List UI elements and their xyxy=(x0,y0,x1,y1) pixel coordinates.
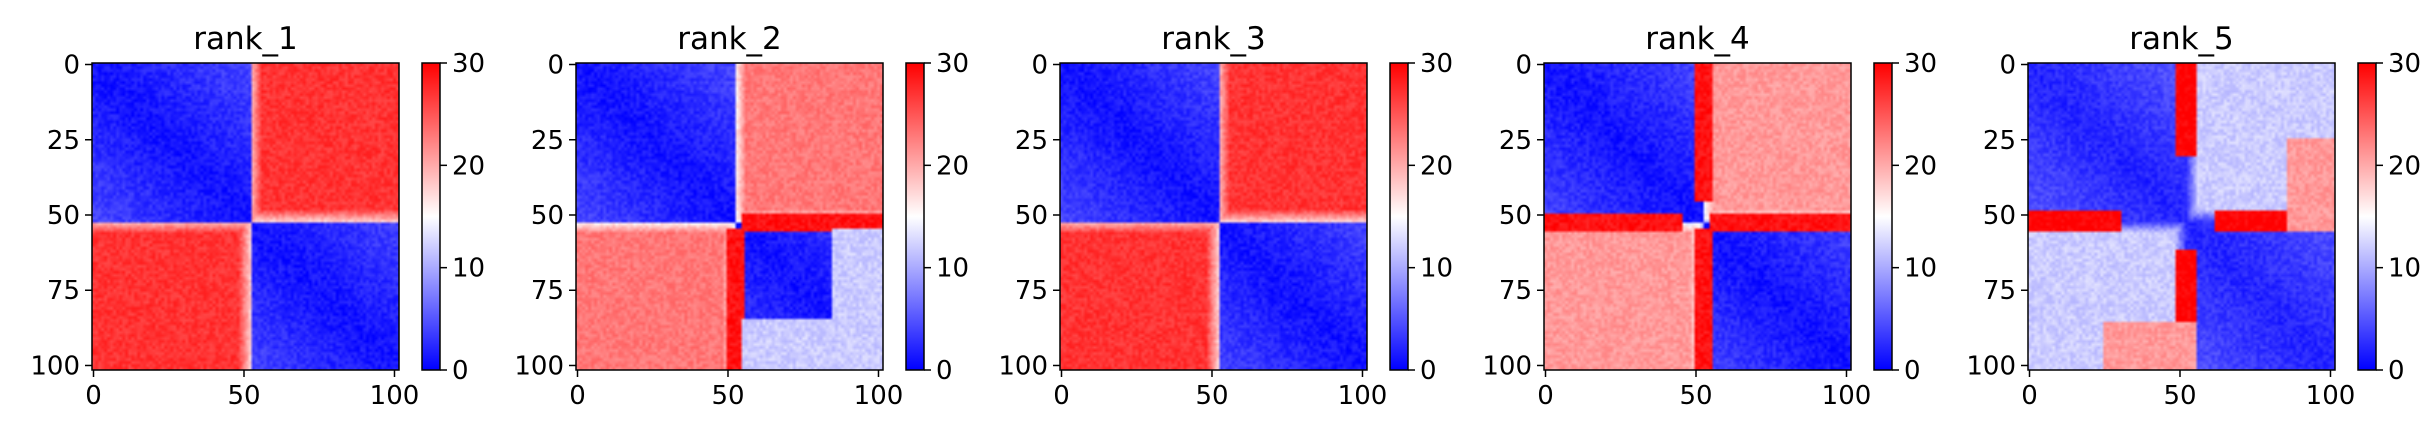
y-tick-label: 0 xyxy=(1031,51,1048,81)
colorbar-tick-label: 10 xyxy=(1904,254,1937,284)
y-tick-label: 100 xyxy=(1966,351,2016,381)
heatmap-image xyxy=(576,63,883,370)
x-tick-label: 100 xyxy=(2306,381,2356,411)
colorbar-tick-label: 30 xyxy=(936,49,969,79)
y-tick-label: 75 xyxy=(47,276,80,306)
heatmap-frame xyxy=(1543,62,1852,371)
heatmap-image xyxy=(92,63,399,370)
x-tick-label: 50 xyxy=(1195,381,1228,411)
x-tick-label: 100 xyxy=(854,381,904,411)
y-tick-label: 50 xyxy=(531,201,564,231)
y-tick-label: 100 xyxy=(1482,351,1532,381)
colorbar-frame xyxy=(2357,62,2377,371)
colorbar-frame xyxy=(905,62,925,371)
y-tick-label: 75 xyxy=(1015,276,1048,306)
y-tick-label: 0 xyxy=(63,51,80,81)
colorbar-tick-label: 0 xyxy=(2388,356,2405,386)
x-tick-label: 100 xyxy=(1338,381,1388,411)
y-tick-label: 100 xyxy=(998,351,1048,381)
y-tick-label: 50 xyxy=(1015,201,1048,231)
colorbar xyxy=(1390,63,1408,370)
y-tick-label: 100 xyxy=(514,351,564,381)
heatmap-frame xyxy=(575,62,884,371)
y-tick-label: 50 xyxy=(47,201,80,231)
x-tick-label: 50 xyxy=(2163,381,2196,411)
y-tick-label: 50 xyxy=(1983,201,2016,231)
x-tick-label: 0 xyxy=(85,381,102,411)
x-tick-label: 100 xyxy=(1822,381,1872,411)
subplot-title: rank_2 xyxy=(677,21,782,57)
y-tick-label: 25 xyxy=(47,126,80,156)
x-tick-label: 100 xyxy=(370,381,420,411)
colorbar-tick-label: 20 xyxy=(1904,151,1937,181)
y-tick-label: 75 xyxy=(531,276,564,306)
y-tick-label: 25 xyxy=(1983,126,2016,156)
heatmap-frame xyxy=(2027,62,2336,371)
colorbar-frame xyxy=(421,62,441,371)
y-tick-label: 50 xyxy=(1499,201,1532,231)
colorbar-frame xyxy=(1873,62,1893,371)
colorbar-tick-label: 10 xyxy=(936,254,969,284)
x-tick-label: 50 xyxy=(711,381,744,411)
colorbar-tick-label: 10 xyxy=(1420,254,1453,284)
colorbar-tick-label: 0 xyxy=(1420,356,1437,386)
y-tick-label: 100 xyxy=(30,351,80,381)
y-tick-label: 25 xyxy=(1499,126,1532,156)
y-tick-label: 0 xyxy=(1515,51,1532,81)
colorbar xyxy=(2358,63,2376,370)
colorbar-frame xyxy=(1389,62,1409,371)
x-tick-label: 50 xyxy=(227,381,260,411)
heatmap-frame xyxy=(1059,62,1368,371)
colorbar-tick-label: 0 xyxy=(936,356,953,386)
colorbar-tick-label: 20 xyxy=(936,151,969,181)
x-tick-label: 0 xyxy=(2021,381,2038,411)
colorbar-tick-label: 30 xyxy=(2388,49,2421,79)
heatmap-frame xyxy=(91,62,400,371)
colorbar-tick-label: 20 xyxy=(452,151,485,181)
x-tick-label: 0 xyxy=(1537,381,1554,411)
y-tick-label: 25 xyxy=(531,126,564,156)
y-tick-label: 75 xyxy=(1983,276,2016,306)
heatmap-image xyxy=(1544,63,1851,370)
x-tick-label: 50 xyxy=(1679,381,1712,411)
colorbar-tick-label: 10 xyxy=(2388,254,2421,284)
colorbar-tick-label: 0 xyxy=(452,356,469,386)
colorbar xyxy=(422,63,440,370)
subplot-title: rank_1 xyxy=(193,21,298,57)
heatmap-image xyxy=(2028,63,2335,370)
subplot-title: rank_3 xyxy=(1161,21,1266,57)
colorbar-tick-label: 30 xyxy=(1420,49,1453,79)
colorbar-tick-label: 20 xyxy=(1420,151,1453,181)
colorbar-tick-label: 30 xyxy=(452,49,485,79)
subplot-title: rank_4 xyxy=(1645,21,1750,57)
y-tick-label: 0 xyxy=(1999,51,2016,81)
y-tick-label: 25 xyxy=(1015,126,1048,156)
colorbar-tick-label: 20 xyxy=(2388,151,2421,181)
y-tick-label: 75 xyxy=(1499,276,1532,306)
colorbar-tick-label: 30 xyxy=(1904,49,1937,79)
y-tick-label: 0 xyxy=(547,51,564,81)
x-tick-label: 0 xyxy=(1053,381,1070,411)
x-tick-label: 0 xyxy=(569,381,586,411)
colorbar-tick-label: 10 xyxy=(452,254,485,284)
heatmap-image xyxy=(1060,63,1367,370)
colorbar xyxy=(1874,63,1892,370)
colorbar xyxy=(906,63,924,370)
colorbar-tick-label: 0 xyxy=(1904,356,1921,386)
subplot-title: rank_5 xyxy=(2129,21,2234,57)
